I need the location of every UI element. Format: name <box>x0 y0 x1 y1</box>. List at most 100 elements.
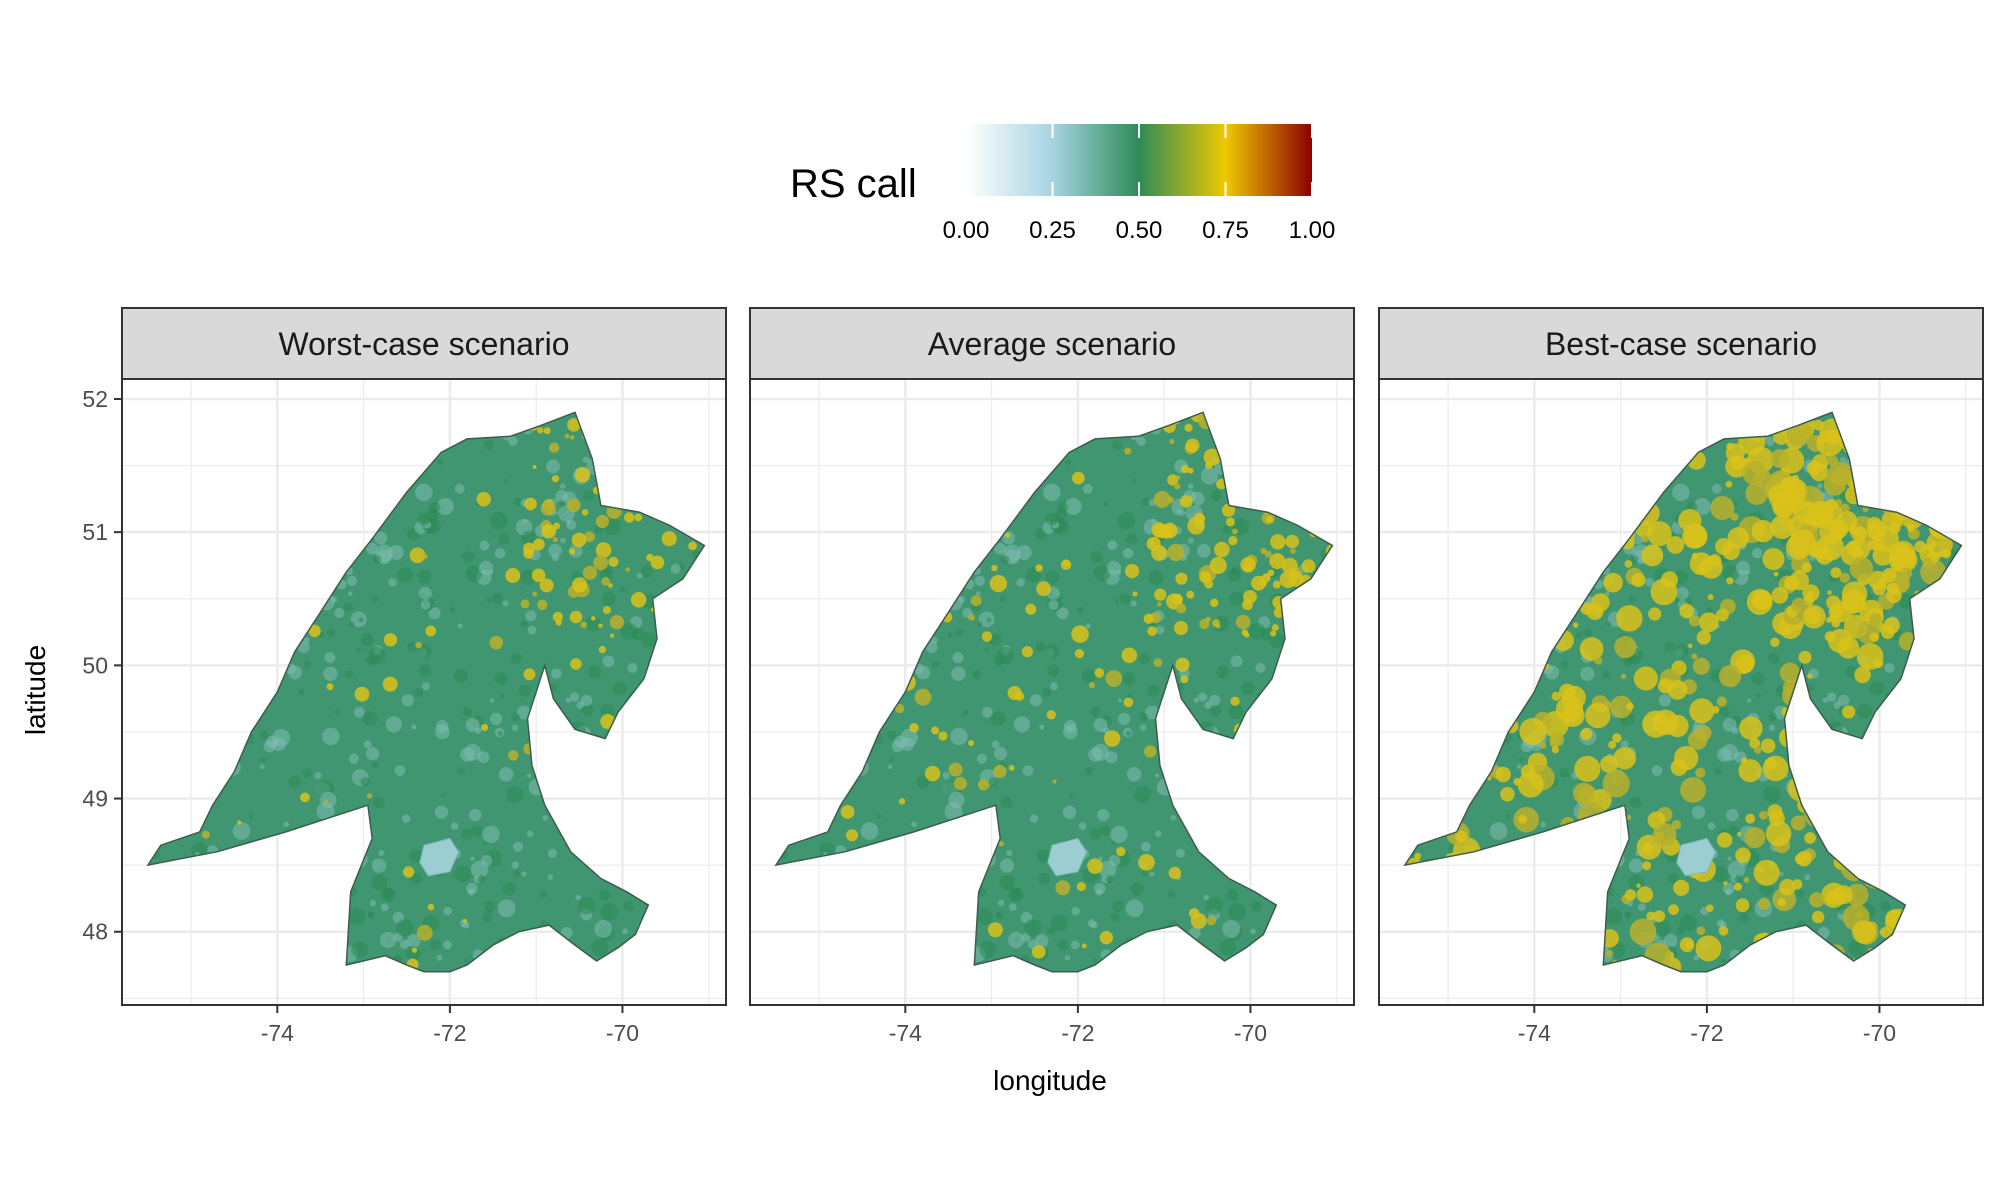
raster-cell-high <box>968 739 975 747</box>
raster-cell <box>518 684 532 698</box>
raster-cell <box>436 497 454 515</box>
raster-cell-high <box>1776 489 1790 503</box>
raster-cell <box>1816 483 1823 489</box>
raster-cell <box>348 908 366 926</box>
raster-cell-high <box>1151 545 1168 561</box>
raster-cell <box>511 724 519 731</box>
raster-cell <box>1827 692 1837 702</box>
raster-cell-high <box>1762 755 1789 782</box>
raster-cell <box>1664 642 1675 652</box>
raster-cell-high <box>569 548 576 555</box>
raster-cell-high <box>595 514 610 529</box>
raster-cell-high <box>1572 622 1579 628</box>
raster-cell <box>261 757 267 762</box>
raster-cell-high <box>1036 581 1051 597</box>
raster-cell <box>372 796 385 809</box>
legend-tick-label: 0.00 <box>943 217 990 244</box>
raster-cell-high <box>1008 764 1015 771</box>
raster-cell <box>322 727 340 746</box>
raster-cell-high <box>201 830 210 839</box>
raster-cell <box>298 689 305 696</box>
raster-cell <box>1693 497 1711 515</box>
raster-cell <box>441 793 446 798</box>
raster-cell <box>1822 697 1829 704</box>
raster-cell-high <box>532 591 538 597</box>
lake <box>1676 837 1717 877</box>
lake <box>1047 837 1088 877</box>
raster-cell <box>1707 822 1716 830</box>
raster-cell <box>1193 697 1200 704</box>
raster-cell <box>551 668 562 679</box>
raster-cell-high <box>1076 882 1086 892</box>
raster-cell <box>396 919 414 937</box>
raster-cell-high <box>1832 466 1852 486</box>
raster-cell-high <box>1174 483 1181 490</box>
raster-cell-high <box>1162 528 1171 538</box>
raster-cell-high <box>1500 787 1515 802</box>
raster-cell <box>513 497 522 506</box>
raster-cell-high <box>1745 482 1769 506</box>
legend-tick-label: 0.25 <box>1029 217 1076 244</box>
raster-cell <box>303 636 310 644</box>
raster-cell <box>976 753 987 764</box>
raster-cell <box>1672 483 1690 502</box>
legend-tick-label: 0.75 <box>1202 217 1249 244</box>
raster-cell <box>353 706 365 718</box>
raster-cell <box>506 785 524 803</box>
raster-cell-high <box>1866 540 1877 551</box>
raster-cell-high <box>1670 758 1688 776</box>
raster-cell <box>999 595 1007 603</box>
raster-cell <box>1104 501 1110 507</box>
raster-cell <box>1154 830 1162 838</box>
raster-cell-high <box>1770 637 1780 647</box>
raster-cell <box>363 740 372 749</box>
raster-cell <box>600 903 619 921</box>
raster-cell <box>1077 606 1084 613</box>
raster-cell-high <box>1180 465 1190 474</box>
raster-cell <box>581 704 594 716</box>
raster-cell-high <box>1610 695 1633 719</box>
raster-cell-high <box>1626 702 1634 711</box>
raster-cell <box>319 632 325 639</box>
raster-cell-high <box>1603 572 1623 593</box>
raster-cell <box>994 542 1006 555</box>
raster-cell-high <box>1193 513 1205 525</box>
raster-cell <box>347 591 353 596</box>
raster-cell <box>1722 565 1740 582</box>
raster-cell-high <box>1414 852 1422 860</box>
raster-cell <box>1125 730 1132 737</box>
raster-cell <box>478 560 494 575</box>
raster-cell-high <box>914 688 932 706</box>
raster-cell-high <box>1743 876 1750 883</box>
raster-cell <box>479 540 490 551</box>
raster-cell <box>360 777 370 787</box>
raster-cell <box>931 661 939 668</box>
raster-cell-high <box>1270 534 1286 550</box>
raster-cell <box>1109 855 1121 867</box>
raster-cell <box>288 775 301 789</box>
raster-cell <box>371 761 379 769</box>
raster-cell-high <box>1271 624 1279 631</box>
raster-cell <box>997 899 1005 907</box>
raster-cell <box>1540 821 1546 828</box>
raster-cell-high <box>1652 823 1677 847</box>
panel-border <box>121 378 727 1006</box>
study-region <box>775 412 1333 972</box>
raster-cell-high <box>1852 920 1876 944</box>
raster-cell-high <box>548 442 560 453</box>
raster-cell <box>1628 858 1644 873</box>
raster-cell-high <box>1692 657 1710 675</box>
raster-cell <box>991 740 1000 749</box>
raster-cell <box>407 642 418 652</box>
raster-cell-high <box>572 577 588 593</box>
facet-panels: Worst-case scenario Average scenario Best-… <box>121 307 1984 1006</box>
raster-cell-high <box>1616 605 1643 632</box>
raster-cell-high <box>1586 602 1604 620</box>
raster-cell-high <box>382 676 398 692</box>
raster-cell <box>324 652 336 664</box>
raster-cell-high <box>1848 526 1856 534</box>
raster-cell-high <box>1612 733 1622 743</box>
raster-cell <box>962 709 969 716</box>
raster-cell-high <box>1872 544 1894 566</box>
raster-cell-high <box>1941 548 1952 559</box>
